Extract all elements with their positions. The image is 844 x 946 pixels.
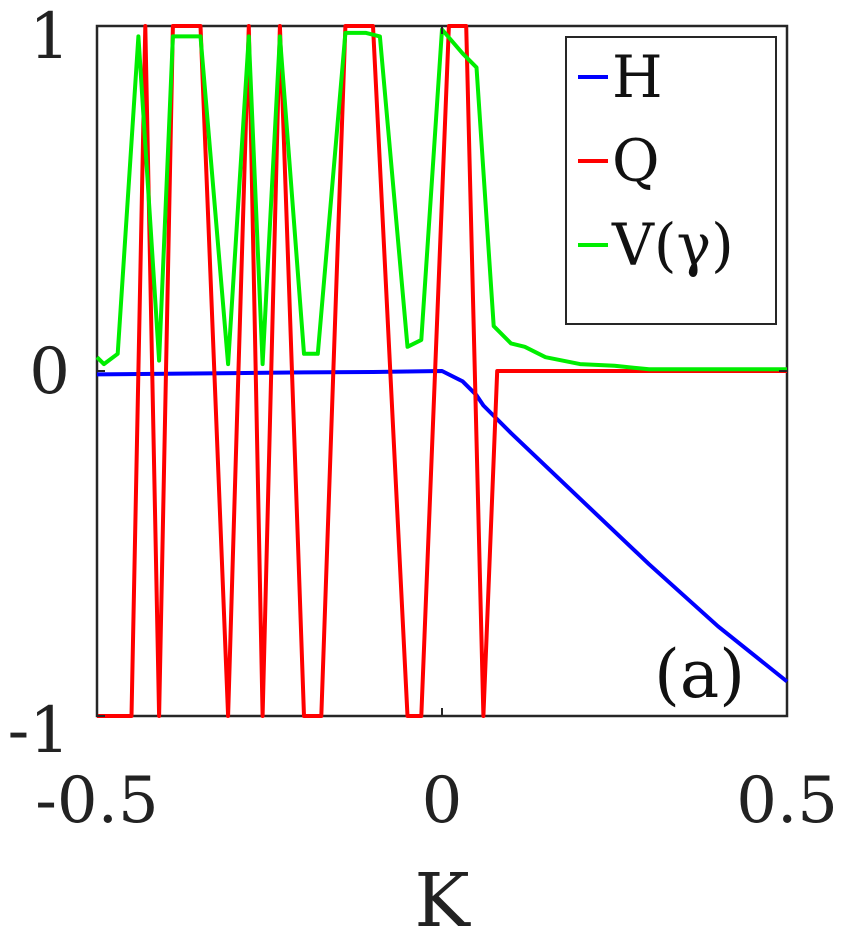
x-tick-label-1: 0 xyxy=(422,764,463,838)
legend-box xyxy=(565,36,777,325)
series-line-1 xyxy=(97,24,787,718)
legend-entries: HQ V(γ) xyxy=(578,43,734,279)
y-tick-label-2: 1 xyxy=(29,0,70,74)
series-line-0 xyxy=(96,369,789,684)
x-axis-label: K xyxy=(414,858,471,944)
series-line-2 xyxy=(95,27,787,372)
legend-label-0: H xyxy=(612,43,663,111)
y-tick-label-0: -1 xyxy=(8,694,70,768)
panel-annotation: (a) xyxy=(654,636,745,713)
y-tick-label-1: 0 xyxy=(29,335,70,409)
x-tick-label-0: -0.5 xyxy=(35,764,158,838)
axis-ticks xyxy=(96,25,788,717)
legend: HQ V(γ) xyxy=(565,36,777,325)
legend-label-1: Q xyxy=(612,127,660,195)
tick-labels: -0.5 0 0.5 -1 0 1 xyxy=(8,0,838,838)
legend-label-2: V(γ) xyxy=(611,211,734,279)
series-lines xyxy=(95,24,789,718)
x-tick-label-2: 0.5 xyxy=(736,764,838,838)
